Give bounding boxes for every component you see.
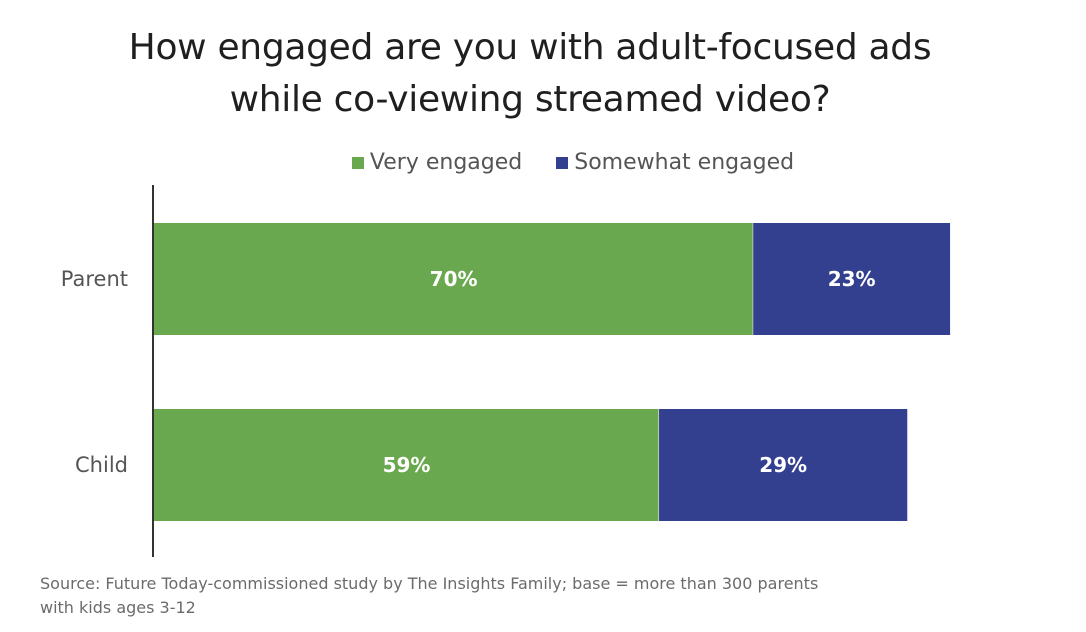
legend-item-somewhat-engaged: Somewhat engaged [556, 150, 794, 175]
data-label-child-very-engaged: 59% [383, 453, 431, 477]
legend-swatch-somewhat-engaged [556, 156, 569, 169]
legend-label-very-engaged: Very engaged [369, 150, 523, 175]
category-label-child: Child [75, 453, 128, 477]
chart-title-line-2: while co-viewing streamed video? [229, 79, 831, 120]
legend-item-very-engaged: Very engaged [351, 150, 523, 175]
bar-parent-very-engaged [154, 223, 754, 335]
chart-title: How engaged are you with adult-focused a… [0, 22, 1060, 126]
legend: Very engaged Somewhat engaged [0, 150, 1086, 175]
category-label-parent: Parent [61, 267, 128, 291]
data-label-child-somewhat-engaged: 29% [759, 453, 807, 477]
source-line-2: with kids ages 3-12 [40, 598, 196, 617]
bars-group: Parent 70% 23% Child 59% 29% [61, 223, 951, 521]
source-line-1: Source: Future Today-commissioned study … [40, 574, 819, 593]
source-note: Source: Future Today-commissioned study … [40, 572, 940, 620]
data-label-parent-very-engaged: 70% [430, 267, 478, 291]
data-label-parent-somewhat-engaged: 23% [828, 267, 876, 291]
bar-child-somewhat-engaged [659, 409, 908, 521]
bar-child-very-engaged [154, 409, 660, 521]
bar-parent-somewhat-engaged [753, 223, 951, 335]
legend-label-somewhat-engaged: Somewhat engaged [574, 150, 795, 175]
chart-title-line-1: How engaged are you with adult-focused a… [128, 27, 932, 68]
legend-swatch-very-engaged [351, 156, 364, 169]
